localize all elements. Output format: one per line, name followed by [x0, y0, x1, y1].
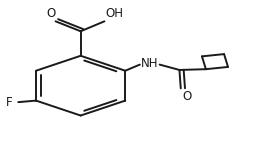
- Text: NH: NH: [141, 57, 159, 70]
- Text: F: F: [6, 96, 12, 109]
- Text: O: O: [46, 7, 56, 20]
- Text: O: O: [182, 90, 191, 103]
- Text: OH: OH: [106, 7, 124, 20]
